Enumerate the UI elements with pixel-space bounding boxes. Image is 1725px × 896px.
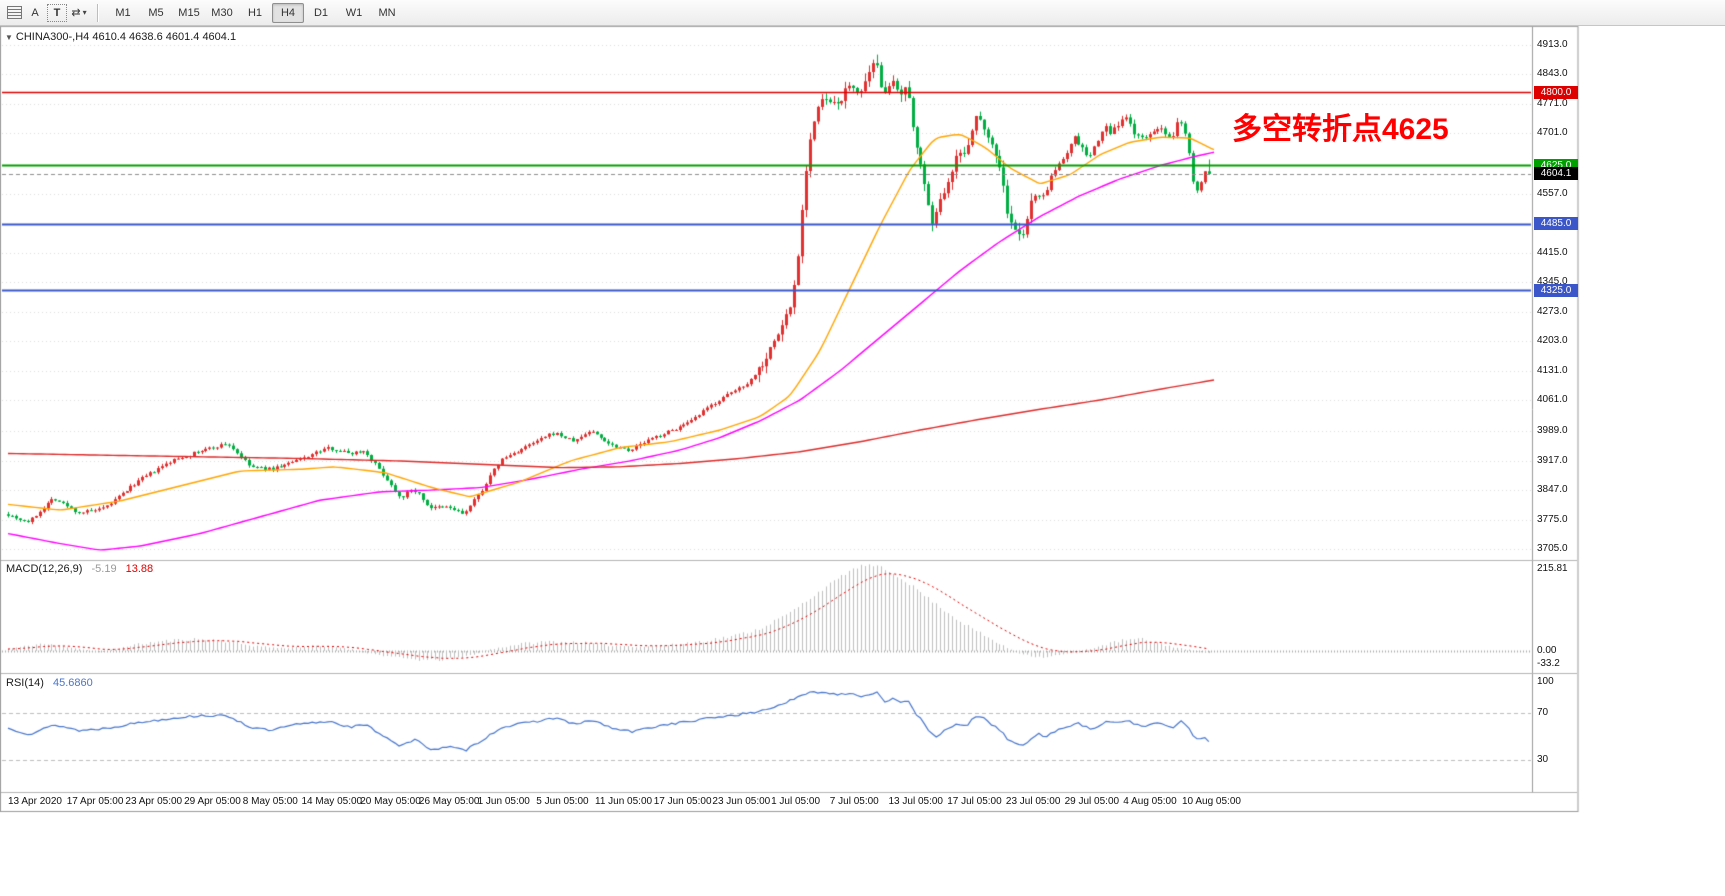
date-label: 5 Jun 05:00 [536, 796, 589, 807]
timeframe-button-m1[interactable]: M1 [115, 6, 131, 19]
timeframe-button-h4[interactable]: H4 [272, 2, 304, 23]
date-label: 17 Apr 05:00 [66, 796, 124, 807]
level-tag-4325.0[interactable]: 4325.0 [1534, 283, 1578, 297]
timeframe-button-m5[interactable]: M5 [148, 6, 164, 19]
timeframe-button-mn[interactable]: MN [378, 6, 396, 19]
macd-name: MACD(12,26,9) [6, 563, 83, 575]
date-label: 8 May 05:00 [242, 796, 298, 807]
text-tool-button[interactable]: T [47, 3, 67, 22]
date-label: 23 Jun 05:00 [712, 796, 771, 807]
date-label: 20 May 05:00 [360, 796, 421, 807]
date-label: 13 Jul 05:00 [888, 796, 944, 807]
timeframe-button-m15[interactable]: M15 [178, 6, 200, 19]
macd-tick: 0.00 [1537, 645, 1557, 656]
price-tick: 4771.0 [1537, 98, 1568, 110]
date-label: 1 Jul 05:00 [771, 796, 821, 807]
date-label: 29 Jul 05:00 [1064, 796, 1120, 807]
chart-list-icon[interactable] [5, 4, 23, 22]
date-label: 23 Apr 05:00 [125, 796, 183, 807]
level-tag-4800.0[interactable]: 4800.0 [1534, 85, 1578, 99]
arrows-icon: ⇄ [71, 7, 81, 19]
macd-signal-value: 13.88 [125, 563, 154, 575]
date-label: 10 Aug 05:00 [1182, 796, 1241, 807]
timeframe-button-m30[interactable]: M30 [211, 6, 233, 19]
date-label: 13 Apr 2020 [8, 796, 62, 807]
toolbar: A T ⇄ ▾ M1 M5 M15 M30 H1 H4 D1 W1 MN [0, 0, 1725, 26]
price-tick: 3775.0 [1537, 513, 1568, 525]
price-tick: 4701.0 [1537, 127, 1568, 139]
price-tick: 4345.0 [1537, 275, 1568, 287]
macd-label[interactable]: MACD(12,26,9) -5.19 13.88 [6, 563, 153, 575]
level-tag-4604.1[interactable]: 4604.1 [1534, 167, 1578, 181]
timeframe-button-h1[interactable]: H1 [247, 6, 263, 19]
rsi-label[interactable]: RSI(14) 45.6860 [6, 677, 93, 689]
date-label: 29 Apr 05:00 [184, 796, 241, 807]
rsi-tick: 70 [1537, 707, 1549, 718]
price-tick: 3705.0 [1537, 543, 1568, 554]
grid-glyph-icon [6, 6, 22, 19]
price-tick: 4273.0 [1537, 306, 1568, 318]
rsi-name: RSI(14) [6, 677, 44, 689]
price-tick: 3989.0 [1537, 424, 1568, 436]
price-tick: 3847.0 [1537, 483, 1568, 495]
macd-tick: -33.2 [1537, 658, 1560, 670]
date-label: 17 Jul 05:00 [947, 796, 1002, 807]
timeframe-buttons: M1 M5 M15 M30 H1 H4 D1 W1 MN [107, 2, 403, 23]
date-label: 26 May 05:00 [418, 796, 480, 807]
date-label: 17 Jun 05:00 [653, 796, 712, 807]
chart-annotation-text[interactable]: 多空转折点4625 [1232, 113, 1449, 146]
date-label: 4 Aug 05:00 [1123, 796, 1177, 807]
date-label: 23 Jul 05:00 [1005, 796, 1061, 807]
arrows-tool-button[interactable]: ⇄ ▾ [70, 4, 88, 22]
price-tick: 4415.0 [1537, 246, 1568, 258]
price-tick: 4061.0 [1537, 394, 1568, 406]
date-label: 1 Jun 05:00 [477, 796, 530, 807]
symbol-ohlc-text: CHINA300-,H4 4610.4 4638.6 4601.4 4604.1 [15, 31, 237, 43]
price-tick: 4843.0 [1537, 68, 1568, 80]
price-tick: 4203.0 [1537, 335, 1568, 347]
date-label: 14 May 05:00 [301, 796, 363, 807]
macd-tick: 215.81 [1537, 563, 1568, 574]
symbol-ohlc-label[interactable]: ▼ CHINA300-,H4 4610.4 4638.6 4601.4 4604.… [5, 31, 236, 43]
price-tick: 4557.0 [1537, 187, 1568, 199]
level-tag-4485.0[interactable]: 4485.0 [1534, 217, 1578, 231]
price-tick: 3917.0 [1537, 454, 1568, 466]
rsi-tick: 30 [1537, 754, 1549, 765]
rsi-tick: 100 [1537, 676, 1554, 687]
cursor-tool-button[interactable]: A [31, 6, 39, 19]
timeframe-button-w1[interactable]: W1 [345, 6, 363, 19]
caret-down-icon: ▾ [82, 8, 87, 17]
macd-main-value: -5.19 [91, 563, 117, 575]
date-label: 11 Jun 05:00 [595, 796, 653, 807]
collapse-triangle-icon: ▼ [5, 33, 13, 42]
rsi-value: 45.6860 [52, 677, 93, 689]
price-tick: 4131.0 [1537, 365, 1568, 377]
price-tick: 4913.0 [1537, 39, 1568, 50]
date-label: 7 Jul 05:00 [829, 796, 879, 807]
timeframe-button-d1[interactable]: D1 [313, 6, 329, 19]
toolbar-separator [97, 3, 98, 22]
